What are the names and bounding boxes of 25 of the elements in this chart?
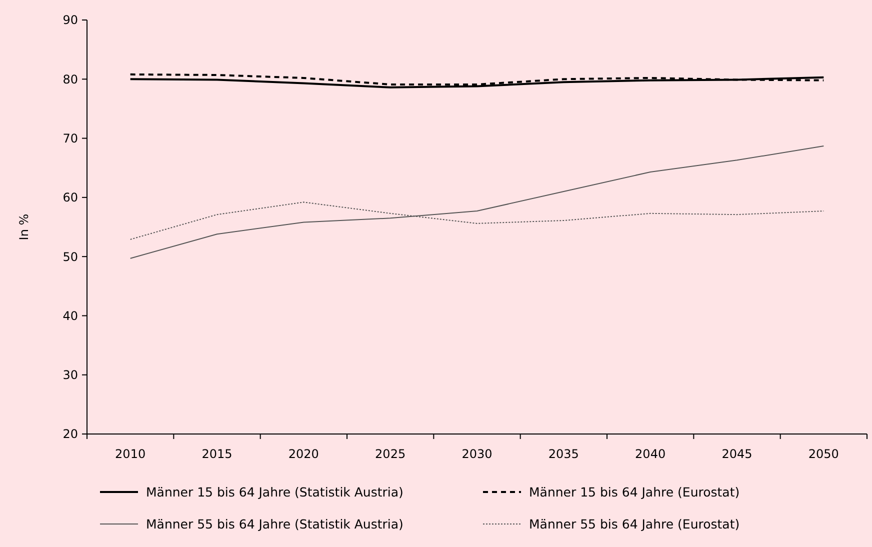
x-tick-label: 2030	[462, 447, 492, 461]
line-series	[129, 73, 825, 86]
legend-label: Männer 15 bis 64 Jahre (Statistik Austria)	[146, 484, 404, 500]
y-axis-title: In %	[17, 214, 31, 240]
y-tick-label: 30	[62, 368, 78, 382]
x-tick-label: 2010	[115, 447, 146, 461]
y-tick-label: 50	[62, 250, 78, 264]
y-tick-label: 70	[62, 131, 78, 146]
legend-label: Männer 55 bis 64 Jahre (Statistik Austria)	[146, 516, 404, 532]
y-tick-label: 60	[62, 190, 78, 205]
y-tick-label: 20	[62, 427, 78, 442]
y-tick-label: 90	[62, 13, 78, 28]
x-tick-label: 2025	[375, 447, 406, 461]
x-tick-label: 2040	[635, 447, 666, 461]
x-tick-label: 2050	[808, 447, 839, 461]
x-tick-label: 2035	[548, 447, 579, 461]
line-series	[129, 76, 825, 88]
legend-label: Männer 55 bis 64 Jahre (Eurostat)	[529, 516, 740, 532]
x-tick-label: 2015	[202, 447, 232, 461]
y-tick-label: 80	[62, 72, 78, 86]
legend-label: Männer 15 bis 64 Jahre (Eurostat)	[529, 484, 740, 500]
line-series	[130, 145, 824, 259]
x-tick-label: 2045	[722, 447, 752, 461]
y-tick-label: 40	[62, 308, 78, 323]
x-tick-label: 2020	[288, 447, 319, 461]
